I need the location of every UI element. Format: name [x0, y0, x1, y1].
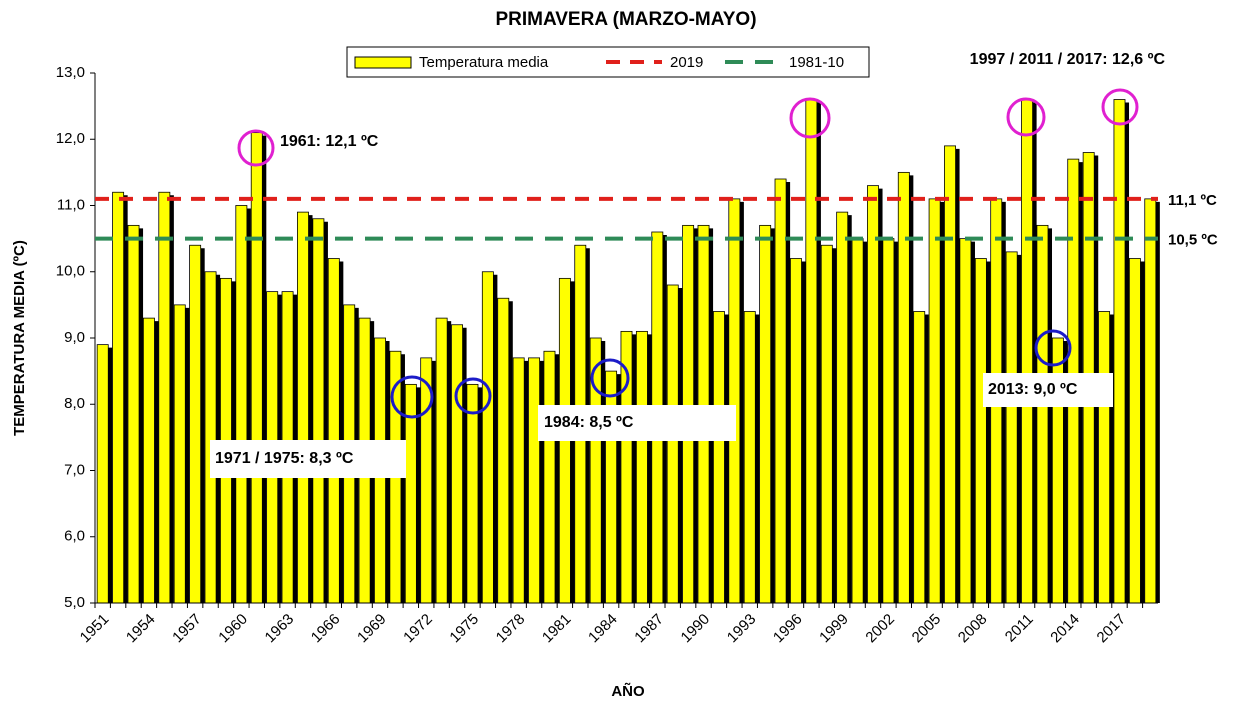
bar: [820, 244, 833, 604]
y-tick-label: 9,0: [64, 329, 85, 346]
bar: [836, 211, 849, 604]
annotation: 1984: 8,5 ºC: [544, 414, 634, 431]
annotation: 1961: 12,1 ºC: [280, 133, 379, 150]
bar: [142, 317, 155, 604]
bar: [481, 271, 494, 604]
bar: [158, 191, 171, 604]
bar: [944, 145, 956, 604]
overlay: 1961: 12,1 ºC 1997 / 2011 / 2017: 12,6 ºC…: [215, 51, 1165, 467]
annotation: 2013: 9,0 ºC: [988, 381, 1078, 398]
y-tick-label: 13,0: [56, 64, 85, 81]
annotation-box: [210, 440, 406, 478]
bar: [112, 191, 125, 604]
chart-title: PRIMAVERA (MARZO-MAYO): [495, 9, 756, 30]
bar: [466, 383, 479, 604]
annotation: 1971 / 1975: 8,3 ºC: [215, 450, 354, 467]
bar: [790, 258, 802, 604]
bar: [250, 132, 263, 604]
y-tick-label: 12,0: [56, 130, 85, 147]
bar: [1005, 251, 1018, 604]
highlight-circle: [1034, 329, 1072, 367]
highlight-circle: [1101, 88, 1139, 126]
y-tick-label: 8,0: [64, 395, 85, 412]
legend-label: Temperatura media: [419, 54, 549, 71]
highlight-circle: [454, 377, 492, 415]
bar: [96, 344, 109, 604]
bar: [913, 311, 926, 604]
y-tick-label: 10,0: [56, 263, 85, 280]
bar: [774, 178, 787, 604]
y-axis-label: TEMPERATURA MEDIA (ºC): [11, 240, 28, 436]
bar: [666, 284, 679, 604]
bar: [959, 238, 972, 604]
highlight-circle: [1006, 97, 1046, 137]
bar: [1128, 258, 1141, 604]
bar: [189, 244, 202, 604]
highlight-circle: [590, 358, 630, 398]
bar: [805, 99, 818, 604]
y-tick-label: 5,0: [64, 594, 85, 611]
annotation-box: [983, 373, 1113, 407]
bar: [297, 211, 309, 604]
x-axis-label: AÑO: [611, 682, 645, 700]
bar: [1098, 311, 1111, 604]
legend-swatch: [354, 56, 412, 69]
bar: [759, 224, 772, 604]
annotation-box: [538, 405, 736, 441]
bar: [851, 238, 864, 604]
bar: [127, 224, 140, 604]
y-tick-label: 6,0: [64, 528, 85, 545]
bar: [974, 258, 987, 604]
bar: [512, 357, 525, 604]
bar: [1113, 99, 1126, 604]
bar: [420, 357, 433, 604]
bar: [728, 198, 741, 604]
bar: [635, 330, 648, 604]
bar: [528, 357, 541, 604]
reference-label: 10,5 ºC: [1168, 232, 1218, 249]
bar: [1021, 99, 1033, 604]
bar: [497, 297, 510, 604]
bar: [173, 304, 186, 604]
bar: [204, 271, 217, 604]
bar: [235, 205, 248, 604]
legend-label: 2019: [670, 54, 703, 71]
bar: [435, 317, 448, 604]
y-tick-label: 11,0: [57, 196, 85, 213]
bar: [327, 258, 340, 604]
legend-label: 1981-10: [789, 54, 844, 71]
y-tick-label: 7,0: [64, 461, 85, 478]
annotation: 1997 / 2011 / 2017: 12,6 ºC: [970, 51, 1166, 68]
bar: [882, 238, 895, 604]
bar: [312, 218, 325, 604]
bar: [743, 311, 756, 604]
bar: [712, 311, 725, 604]
highlight-circle: [789, 97, 831, 139]
bar: [1144, 198, 1157, 604]
bar: [1036, 224, 1049, 604]
reference-label: 11,1 ºC: [1168, 192, 1217, 209]
bar: [543, 350, 556, 604]
highlight-circle: [237, 129, 275, 167]
bar: [867, 185, 879, 604]
bar: [451, 324, 463, 604]
bar: [928, 198, 941, 604]
highlight-circle: [390, 375, 434, 419]
